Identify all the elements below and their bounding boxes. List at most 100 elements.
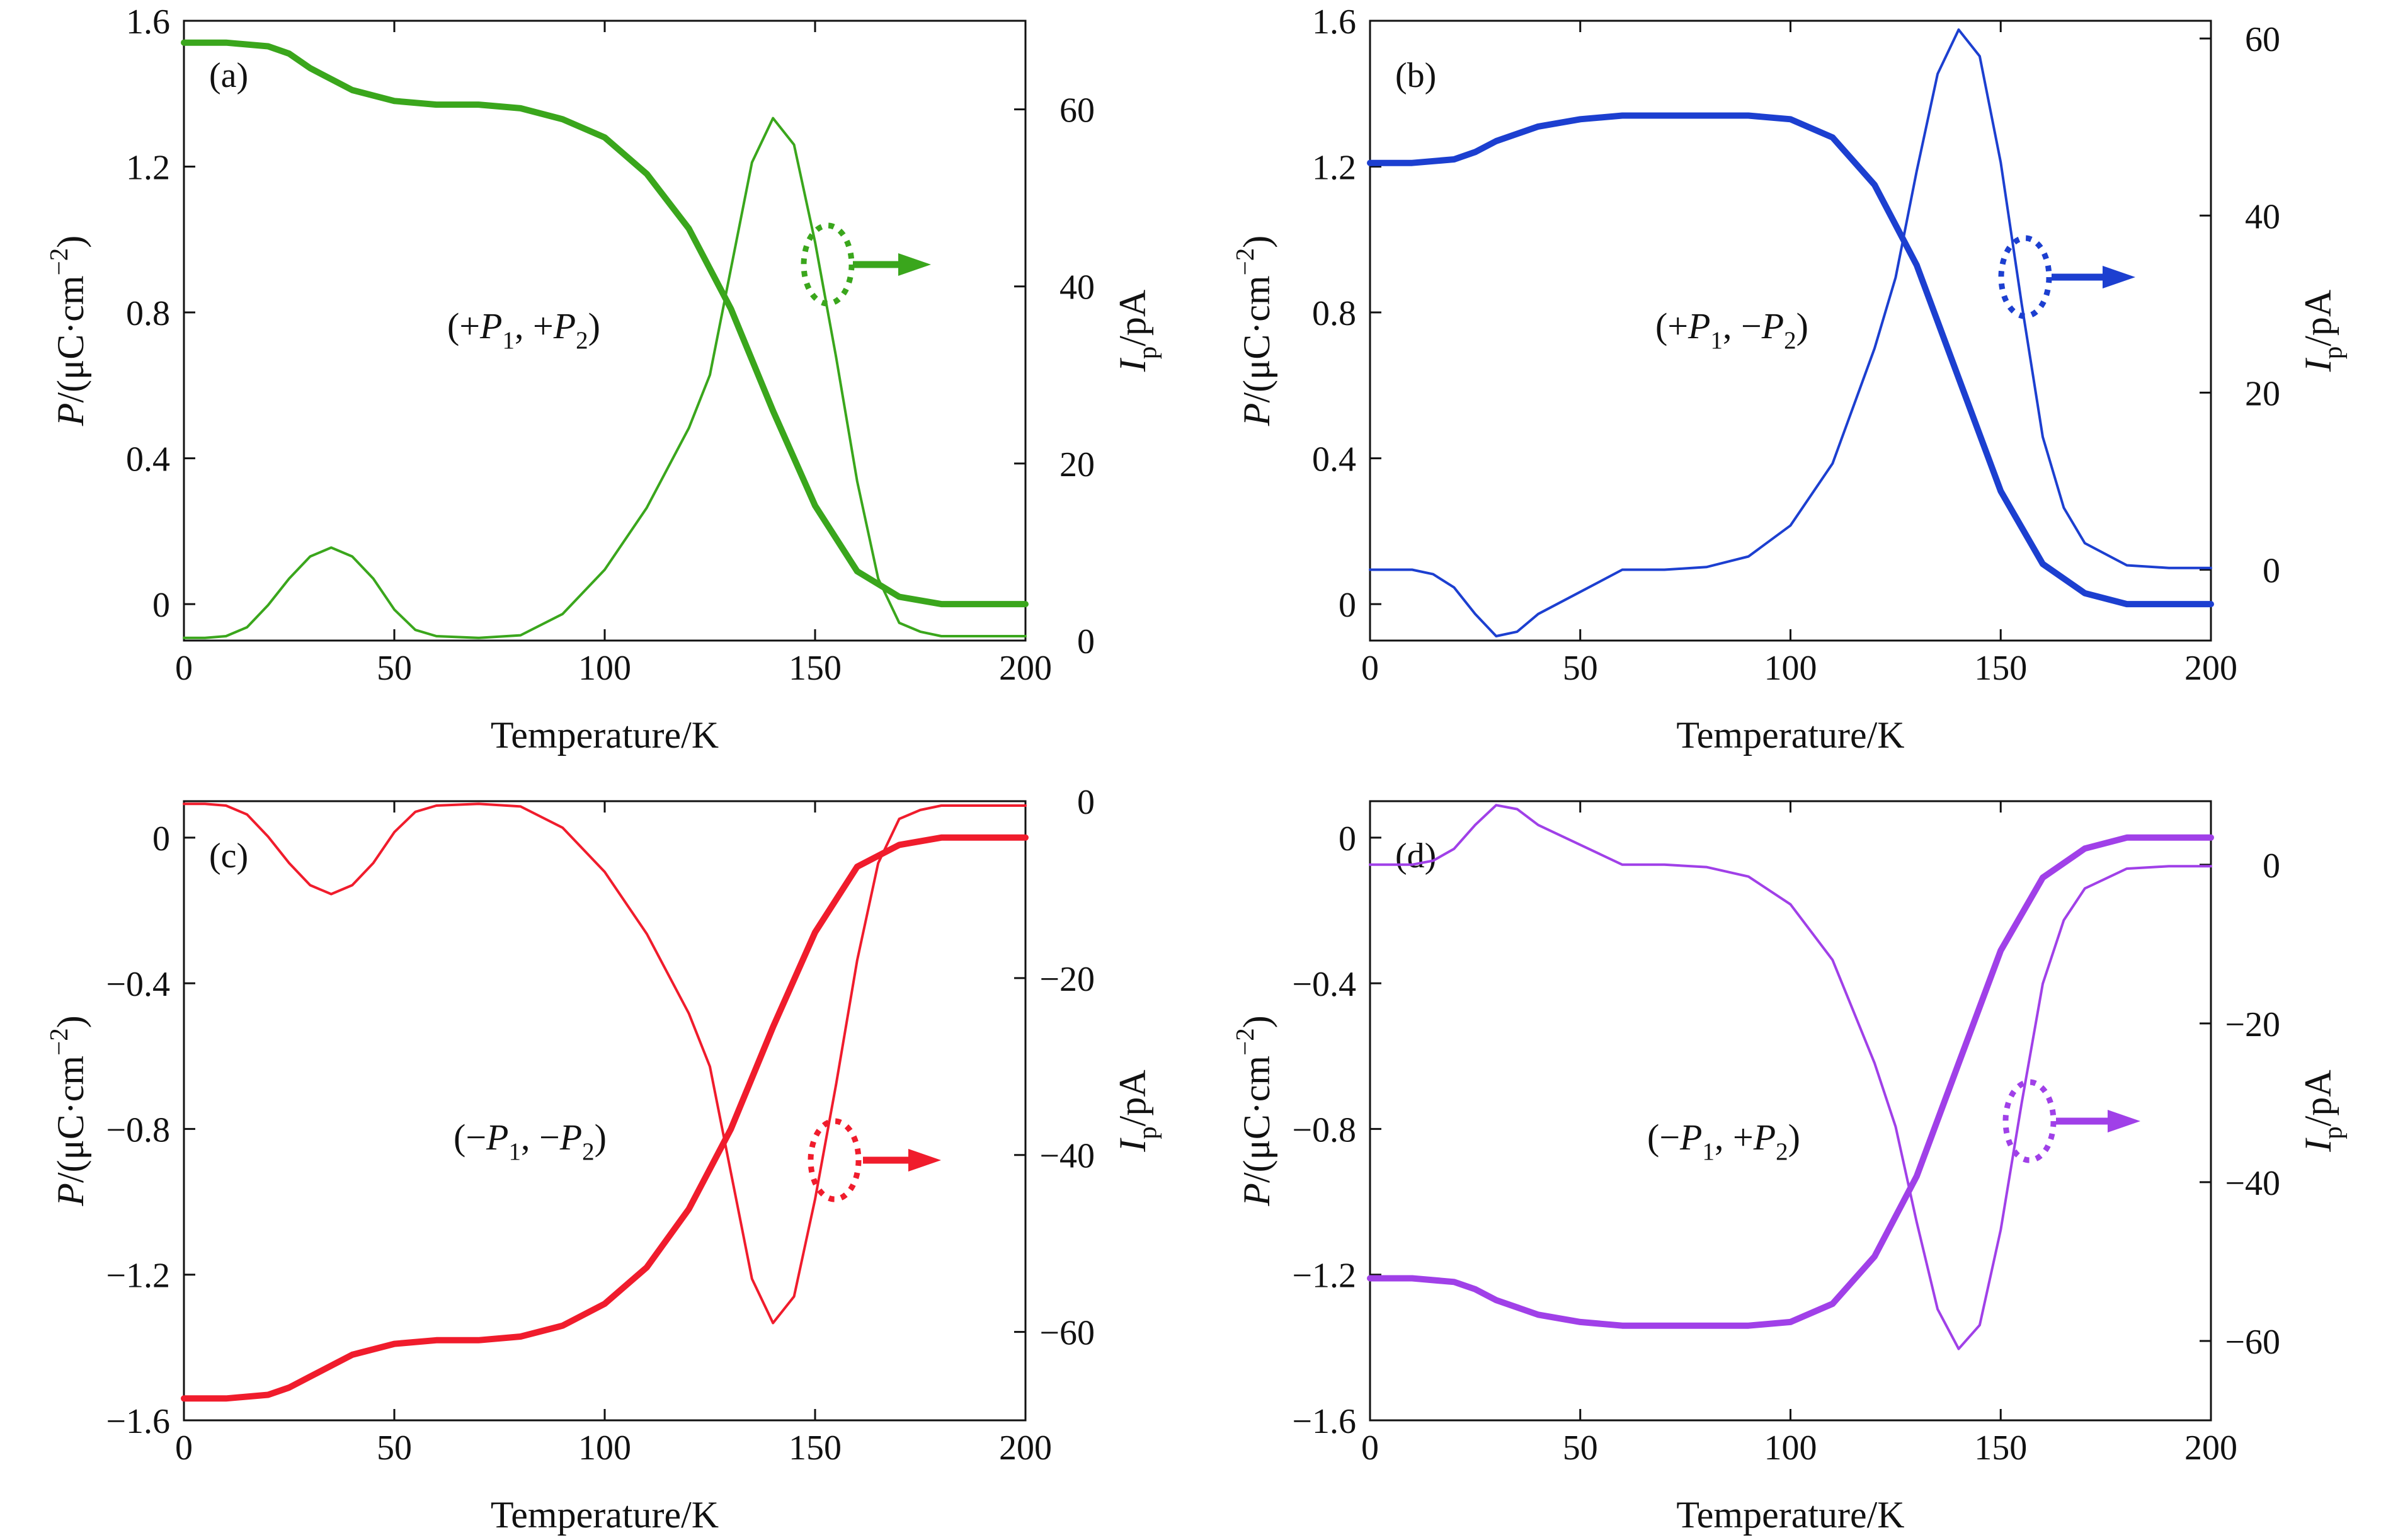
y2-tick-label: 20 [2245, 374, 2280, 413]
text-run: ) [50, 236, 91, 248]
panel-label: (b) [1395, 56, 1436, 95]
text-run: P [1753, 1117, 1776, 1158]
text-run: P [1761, 305, 1784, 346]
panel-label: (a) [209, 56, 248, 95]
text-run: P [479, 305, 502, 346]
text-run: 2 [1784, 327, 1796, 354]
text-run: p [1133, 1126, 1162, 1139]
plot-frame [183, 800, 1027, 1422]
text-run: /pA [1112, 1069, 1153, 1126]
panel-a: 0 50 100 150 200 0 0.4 0.8 1.2 1.6 0 20 40 60 Temperat… [44, 3, 1162, 756]
current-series-line [1369, 28, 2212, 637]
text-run: /pA [2297, 290, 2339, 346]
y2-tick-label: −20 [2225, 1005, 2280, 1044]
x-tick-label: 50 [377, 649, 412, 688]
panel-d: 0 50 100 150 200 −1.6 −1.2 −0.8 −0.4 0 −60 −40 −20 0 T… [1230, 800, 2347, 1536]
polarization-series-line [181, 834, 1029, 1402]
y-tick-label: 0 [1339, 819, 1356, 858]
text-run: ) [1236, 236, 1277, 248]
text-run: −2 [1230, 248, 1259, 276]
text-run: , + [515, 305, 554, 346]
polarization-series-line [1367, 112, 2214, 608]
panel-c: 0 50 100 150 200 −1.6 −1.2 −0.8 −0.4 0 −60 −40 −20 0 T… [44, 783, 1162, 1536]
state-annotation: (−P1, +P2) [1647, 1117, 1800, 1165]
text-run: 1 [502, 327, 515, 354]
y-tick-label: −0.4 [1292, 965, 1356, 1004]
text-run: ) [588, 305, 600, 346]
polarization-series-line [181, 39, 1029, 608]
text-run: P [1679, 1117, 1702, 1158]
y2-tick-label: 60 [2245, 20, 2280, 59]
text-run: −2 [44, 248, 73, 276]
text-run: P [1687, 305, 1710, 346]
dotted-ring-marker [801, 222, 855, 307]
y2-tick-label: −40 [1039, 1137, 1095, 1176]
text-run: ) [1236, 1015, 1277, 1028]
current-series-line [183, 117, 1027, 639]
text-run: p [2318, 346, 2347, 360]
x-tick-label: 50 [1563, 1429, 1598, 1468]
x-tick-label: 0 [1361, 1429, 1379, 1468]
state-annotation: (−P1, −P2) [454, 1117, 607, 1165]
y2-axis-label: Ip/pA [1112, 290, 1162, 372]
x-tick-label: 0 [1361, 649, 1379, 688]
y-tick-label: 0 [1339, 586, 1356, 625]
current-series-line [183, 802, 1027, 1325]
y2-tick-label: −20 [1039, 960, 1095, 999]
text-run: , − [521, 1117, 560, 1158]
text-run: ) [1796, 305, 1808, 346]
text-run: /pA [2297, 1069, 2339, 1126]
y2-tick-label: −60 [2225, 1323, 2280, 1362]
y-tick-label: 1.6 [126, 3, 170, 42]
y-tick-label: 1.6 [1312, 3, 1356, 42]
y-tick-label: 1.2 [126, 149, 170, 188]
y-tick-label: −1.6 [106, 1402, 170, 1441]
text-run: /pA [1112, 290, 1153, 346]
current-series-line [1369, 804, 2212, 1350]
text-run: /(μC·cm [50, 1056, 91, 1183]
y-tick-label: −1.2 [1292, 1257, 1356, 1296]
x-tick-label: 0 [175, 1429, 193, 1468]
text-run: , + [1715, 1117, 1754, 1158]
right-axis-arrow-head [2103, 266, 2135, 288]
text-run: (+ [447, 305, 480, 346]
y-axis-label: P/(μC·cm−2) [44, 236, 91, 426]
y2-tick-label: 20 [1059, 445, 1095, 484]
y2-tick-label: 60 [1059, 91, 1095, 130]
y2-axis-label: Ip/pA [2297, 1069, 2347, 1152]
x-tick-label: 200 [999, 1429, 1052, 1468]
text-run: 2 [1776, 1138, 1788, 1165]
x-tick-label: 150 [1974, 1429, 2027, 1468]
y-tick-label: 0.4 [1312, 440, 1356, 479]
dotted-ring-marker [1998, 235, 2052, 319]
plot-frame [183, 20, 1027, 642]
panel-b: 0 50 100 150 200 0 0.4 0.8 1.2 1.6 0 20 40 60 Temperat… [1230, 3, 2347, 756]
y-axis-label: P/(μC·cm−2) [1230, 236, 1277, 426]
text-run: −2 [1230, 1028, 1259, 1056]
y2-axis-label: Ip/pA [2297, 290, 2347, 372]
y2-tick-label: −40 [2225, 1164, 2280, 1203]
right-axis-arrow-head [908, 1149, 941, 1172]
text-run: I [1112, 357, 1153, 372]
y-tick-label: −0.4 [106, 965, 170, 1004]
state-annotation: (+P1, −P2) [1655, 305, 1808, 354]
x-tick-label: 150 [789, 1429, 842, 1468]
state-annotation: (+P1, +P2) [447, 305, 600, 354]
y2-axis-label: Ip/pA [1112, 1069, 1162, 1152]
text-run: P [50, 1183, 91, 1207]
x-axis-label: Temperature/K [491, 714, 719, 756]
y-tick-label: −0.8 [1292, 1110, 1356, 1149]
text-run: 1 [1702, 1138, 1715, 1165]
y2-tick-label: 0 [2263, 847, 2280, 886]
y2-tick-label: 0 [2263, 552, 2280, 591]
y-tick-label: −0.8 [106, 1110, 170, 1149]
text-run: p [2318, 1126, 2347, 1139]
right-axis-arrow-head [898, 253, 931, 276]
x-axis-label: Temperature/K [1676, 1494, 1904, 1536]
text-run: /(μC·cm [1236, 1056, 1277, 1183]
x-tick-label: 100 [578, 1429, 631, 1468]
x-tick-label: 200 [2184, 649, 2237, 688]
x-tick-label: 0 [175, 649, 193, 688]
y-tick-label: 0.4 [126, 440, 170, 479]
text-run: P [486, 1117, 508, 1158]
